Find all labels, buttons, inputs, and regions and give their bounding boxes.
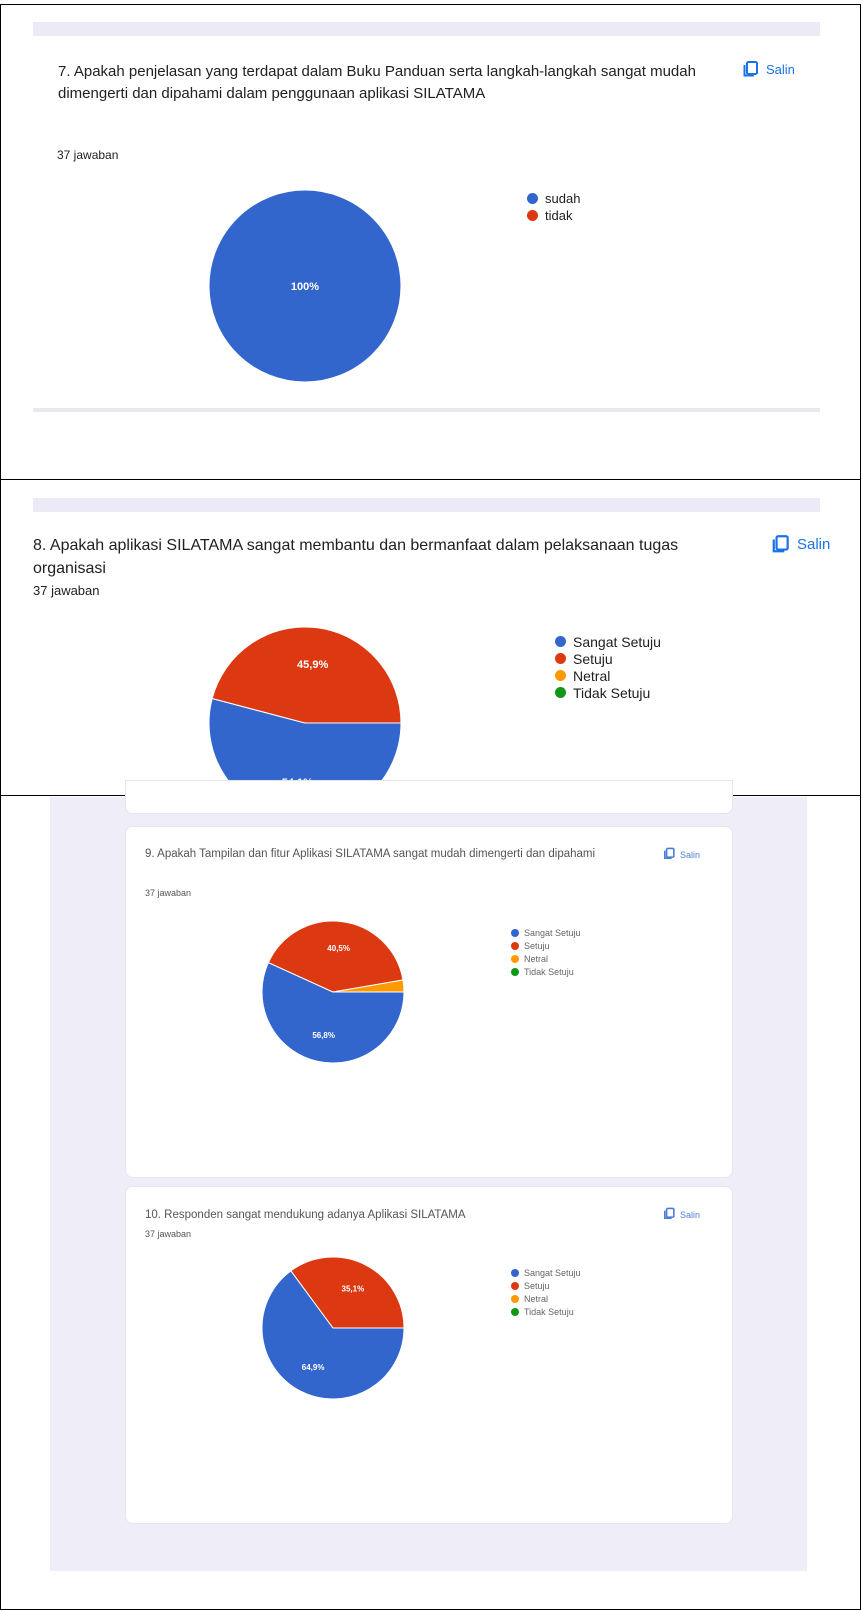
legend-swatch (511, 967, 519, 976)
pie-slice-sangat-setuju (261, 1270, 405, 1400)
legend-swatch (527, 193, 538, 204)
legend-label: Setuju (524, 1280, 550, 1291)
slice-label: 56,8% (312, 1031, 335, 1040)
legend-swatch (511, 1281, 519, 1290)
chart-legend: Sangat Setuju Setuju Netral Tidak Setuju (555, 633, 661, 701)
slice-label: 35,1% (342, 1285, 365, 1294)
panel-frame-3 (0, 796, 861, 1610)
copy-label: Salin (766, 61, 795, 77)
legend-swatch (555, 670, 566, 681)
panel-divider-1 (0, 479, 861, 480)
chart-legend: sudah tidak (527, 190, 580, 224)
question-title: 7. Apakah penjelasan yang terdapat dalam… (58, 63, 696, 102)
card-top-strip (33, 22, 820, 36)
legend-label: tidak (545, 208, 573, 223)
copy-icon (663, 847, 676, 862)
legend-item: Setuju (511, 1279, 581, 1292)
pie-slice-setuju (211, 626, 402, 724)
legend-swatch (511, 1294, 519, 1303)
pie-chart: 100% (208, 189, 402, 383)
question-card (125, 826, 733, 1178)
response-count: 37 jawaban (145, 1229, 192, 1239)
question-title: 10. Responden sangat mendukung adanya Ap… (145, 1209, 466, 1221)
legend-swatch (555, 687, 566, 698)
slice-label: 64,9% (302, 1363, 325, 1372)
legend-swatch (511, 928, 519, 937)
legend-label: Sangat Setuju (524, 1267, 581, 1278)
legend-label: Netral (524, 1293, 549, 1304)
legend-swatch (511, 941, 519, 950)
slice-label: 45,9% (297, 659, 328, 671)
panel-frame-2 (0, 480, 861, 795)
legend-item: sudah (527, 190, 580, 207)
question-card (125, 1186, 733, 1524)
legend-item: Tidak Setuju (555, 684, 661, 701)
copy-button[interactable]: Salin (771, 534, 830, 554)
copy-icon (771, 534, 791, 554)
legend-label: Netral (524, 953, 549, 964)
legend-label: Setuju (524, 940, 550, 951)
legend-item: Sangat Setuju (511, 1266, 581, 1279)
legend-item: Tidak Setuju (511, 965, 581, 978)
previous-card-edge (125, 780, 733, 814)
response-count: 37 jawaban (33, 583, 100, 598)
pie-chart: 56,8% 40,5% (261, 920, 405, 1064)
legend-swatch (555, 653, 566, 664)
slice-label: 40,5% (327, 944, 350, 953)
legend-label: Tidak Setuju (524, 966, 574, 977)
legend-label: Netral (573, 667, 611, 684)
pie-slice-setuju (267, 920, 404, 993)
legend-item: Setuju (555, 650, 661, 667)
card-bottom-line (33, 408, 820, 412)
card-top-strip (33, 498, 820, 512)
pie-slice-sangat-setuju (261, 961, 405, 1064)
copy-button[interactable]: Salin (742, 60, 795, 78)
copy-label: Salin (797, 535, 831, 553)
copy-button[interactable]: Salin (663, 1207, 700, 1222)
legend-item: Netral (511, 952, 581, 965)
legend-item: Netral (511, 1292, 581, 1305)
legend-swatch (555, 636, 566, 647)
copy-icon (663, 1207, 676, 1222)
pie-slice-sudah (208, 189, 402, 383)
response-count: 37 jawaban (145, 888, 192, 898)
legend-item: Netral (555, 667, 661, 684)
legend-label: Sangat Setuju (573, 633, 661, 650)
copy-icon (742, 60, 760, 78)
question-title: 8. Apakah aplikasi SILATAMA sangat memba… (33, 537, 679, 577)
chart-legend: Sangat Setuju Setuju Netral Tidak Setuju (511, 926, 581, 978)
panel-frame-1 (0, 4, 861, 480)
pie-slice-setuju (290, 1256, 405, 1329)
legend-item: Tidak Setuju (511, 1305, 581, 1318)
legend-swatch (511, 1307, 519, 1316)
slice-label: 100% (291, 281, 319, 293)
legend-item: Sangat Setuju (511, 926, 581, 939)
legend-item: Setuju (511, 939, 581, 952)
question-title: 9. Apakah Tampilan dan fitur Aplikasi SI… (145, 848, 596, 860)
legend-swatch (527, 210, 538, 221)
pie-chart: 64,9% 35,1% (261, 1256, 405, 1400)
copy-label: Salin (680, 849, 701, 860)
pie-slice-netral (332, 979, 405, 993)
legend-swatch (511, 1268, 519, 1277)
legend-label: sudah (545, 191, 581, 206)
legend-item: tidak (527, 207, 580, 224)
chart-legend: Sangat Setuju Setuju Netral Tidak Setuju (511, 1266, 581, 1318)
legend-item: Sangat Setuju (555, 633, 661, 650)
legend-label: Setuju (573, 650, 613, 667)
copy-button[interactable]: Salin (663, 847, 700, 862)
legend-swatch (511, 954, 519, 963)
legend-label: Sangat Setuju (524, 927, 581, 938)
legend-label: Tidak Setuju (573, 684, 651, 701)
response-count: 37 jawaban (57, 148, 119, 162)
legend-label: Tidak Setuju (524, 1306, 574, 1317)
copy-label: Salin (680, 1209, 701, 1220)
